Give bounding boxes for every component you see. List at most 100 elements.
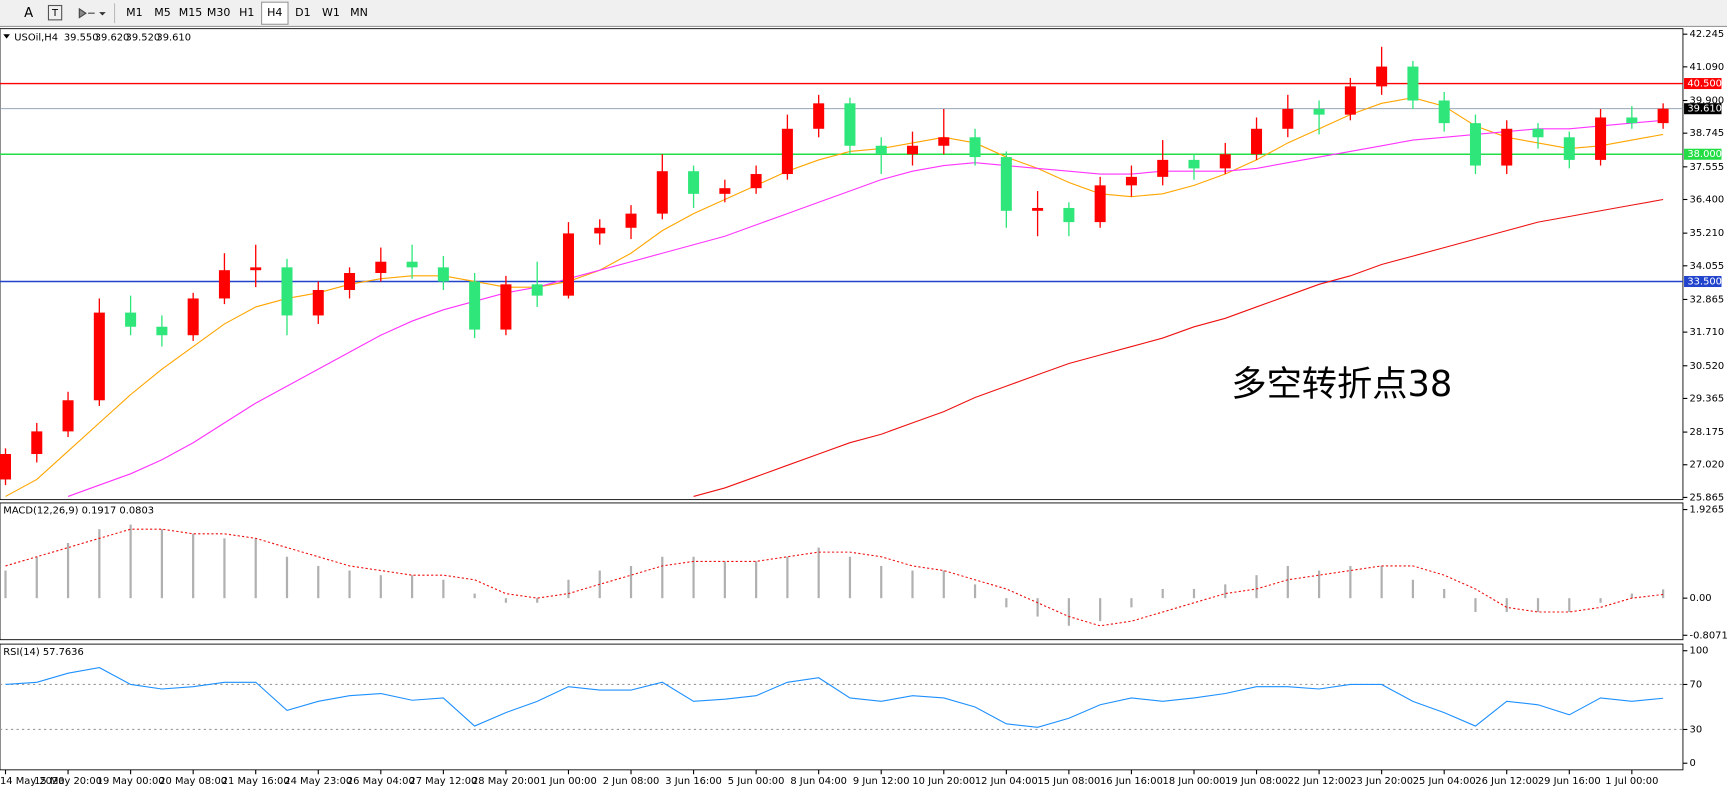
candle-body: [625, 213, 637, 228]
x-tick-label: 19 Jun 08:00: [1225, 776, 1288, 787]
text-tool[interactable]: A: [24, 6, 33, 21]
toolbar: A T M1 M5 M15 M30 H1 H4 D1 W1 MN: [0, 0, 1727, 28]
y-tick-label: 0: [1690, 758, 1696, 769]
macd-bar: [1568, 598, 1571, 612]
y-tick-label: 35.210: [1690, 228, 1725, 239]
macd-bar: [1349, 565, 1352, 599]
candle-body: [719, 188, 731, 194]
main-pane: [0, 28, 1684, 501]
x-tick-label: 23 Jun 20:00: [1350, 776, 1413, 787]
x-tick-label: 1 Jun 00:00: [540, 776, 597, 787]
shapes-tool[interactable]: [78, 7, 95, 19]
timeframe-button[interactable]: MN: [350, 6, 368, 19]
text-label-tool[interactable]: [47, 4, 63, 21]
x-tick-label: 1 Jul 00:00: [1605, 776, 1658, 787]
candle-body: [750, 174, 762, 189]
macd-bar: [817, 547, 820, 599]
timeframe-button[interactable]: H4: [267, 6, 282, 19]
candle-body: [594, 227, 606, 234]
timeframe-button[interactable]: M5: [154, 6, 171, 19]
macd-bar: [1099, 598, 1102, 622]
macd-bar: [1161, 588, 1164, 599]
moving-average: [693, 198, 1664, 497]
candle-body: [1438, 100, 1450, 124]
candle-body: [1094, 185, 1106, 223]
y-tick-label: 36.400: [1690, 194, 1725, 205]
ohlc-low: 39.520: [126, 32, 161, 43]
candle-body: [93, 312, 105, 401]
macd-bar: [410, 575, 414, 599]
timeframe-button[interactable]: H1: [239, 6, 254, 19]
rsi-title: RSI(14) 57.7636: [3, 647, 83, 658]
macd-bar: [1662, 589, 1665, 599]
macd-bar: [66, 542, 70, 599]
macd-bar: [1380, 565, 1383, 599]
timeframe-button[interactable]: M1: [126, 6, 143, 19]
timeframe-button[interactable]: W1: [322, 6, 340, 19]
macd-bar: [786, 556, 789, 599]
candle-body: [312, 289, 324, 316]
y-tick-label: 30: [1690, 724, 1703, 735]
x-tick-label: 22 Jun 12:00: [1288, 776, 1351, 787]
x-tick-label: 14 May 2020: [0, 776, 65, 787]
macd-pane: [0, 502, 1684, 641]
y-tick-label: 29.365: [1690, 393, 1725, 404]
candle-body: [156, 326, 168, 336]
macd-bar: [1192, 588, 1196, 599]
collapse-arrow: [3, 34, 10, 39]
candle-body: [437, 267, 449, 282]
y-tick-label: 30.520: [1690, 361, 1725, 372]
level-label: 33.500: [1687, 276, 1722, 287]
x-tick-label: 26 Jun 12:00: [1475, 776, 1538, 787]
x-tick-label: 16 Jun 16:00: [1100, 776, 1163, 787]
candle-body: [531, 284, 543, 296]
macd-bar: [1255, 575, 1258, 599]
x-tick-label: 15 Jun 08:00: [1037, 776, 1100, 787]
level-label-bg: [1684, 275, 1722, 288]
ohlc-close: 39.610: [156, 32, 191, 43]
timeframe-button[interactable]: D1: [295, 6, 310, 19]
candle-body: [344, 273, 356, 290]
macd-bar: [35, 556, 38, 599]
x-tick-label: 27 May 12:00: [409, 776, 477, 787]
candle-body: [250, 267, 262, 271]
macd-bar: [1130, 598, 1133, 608]
rsi-pane: [0, 643, 1684, 771]
timeframe-button[interactable]: M15: [179, 6, 203, 19]
macd-bar: [4, 570, 7, 599]
candle-body: [1219, 154, 1231, 169]
x-tick-label: 3 Jun 16:00: [665, 776, 722, 787]
candle-body: [938, 137, 950, 146]
macd-bar: [848, 556, 852, 599]
x-tick-label: 5 Jun 00:00: [728, 776, 785, 787]
macd-bar: [755, 561, 758, 599]
candle-body: [1032, 207, 1044, 211]
macd-bar: [192, 533, 195, 599]
candle-body: [187, 298, 199, 336]
dropdown-arrow[interactable]: [99, 12, 106, 16]
macd-bar: [973, 584, 977, 599]
macd-title: MACD(12,26,9) 0.1917 0.0803: [3, 506, 154, 517]
candle-body: [844, 103, 856, 146]
timeframe-button[interactable]: M30: [207, 6, 231, 19]
moving-average: [5, 97, 1664, 497]
candle-body: [1063, 207, 1075, 223]
macd-bar: [1630, 593, 1633, 599]
candle-body: [1657, 108, 1669, 124]
macd-bar: [317, 565, 320, 599]
moving-average: [67, 119, 1664, 497]
x-tick-label: 9 Jun 12:00: [853, 776, 910, 787]
candle-body: [1251, 128, 1263, 155]
macd-bar: [473, 593, 476, 599]
candle-body: [500, 284, 512, 330]
macd-bar: [1317, 570, 1321, 599]
macd-bar: [379, 575, 382, 599]
plot: 42.245 41.090 39.900 38.745 37.555 36.400 35.2…: [0, 29, 1727, 787]
macd-bar: [504, 598, 508, 603]
macd-bar: [942, 570, 945, 599]
x-tick-label: 21 May 16:00: [222, 776, 290, 787]
y-tick-label: 0.00: [1690, 593, 1712, 604]
x-tick-label: 2 Jun 08:00: [603, 776, 660, 787]
candle-body: [31, 431, 43, 455]
macd-signal: [5, 528, 1664, 627]
